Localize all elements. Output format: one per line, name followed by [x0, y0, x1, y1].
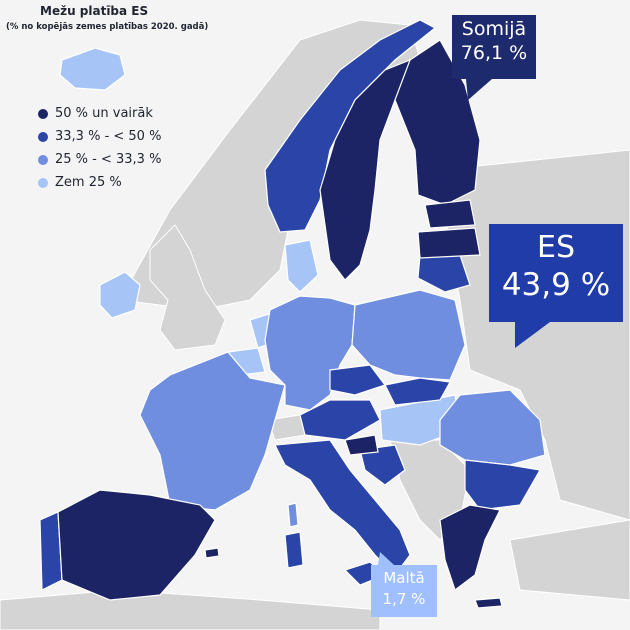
- sweden: [319, 59, 421, 281]
- eu-callout-name: ES: [537, 230, 575, 265]
- finland-callout-value: 76,1 %: [460, 42, 528, 64]
- balearics: [204, 547, 220, 559]
- denmark: [284, 239, 319, 293]
- legend-item: 25 % - < 33,3 %: [38, 148, 161, 171]
- slovenia: [344, 434, 379, 456]
- legend-dot: [38, 131, 48, 142]
- poland: [351, 289, 466, 381]
- legend-label: Zem 25 %: [55, 175, 122, 190]
- malta-callout: Maltā 1,7 %: [371, 565, 437, 617]
- legend-item: 50 % un vairāk: [38, 102, 161, 125]
- finland-callout-pointer: [466, 79, 492, 100]
- france: [139, 351, 286, 511]
- corsica: [287, 502, 299, 528]
- greece: [439, 504, 501, 591]
- malta-callout-value: 1,7 %: [382, 590, 426, 608]
- legend-dot: [38, 154, 48, 165]
- north-africa: [0, 589, 381, 630]
- sardinia: [284, 531, 304, 569]
- latvia: [417, 227, 481, 259]
- map-subtitle: (% no kopējās zemes platības 2020. gadā): [6, 22, 209, 32]
- eu-callout: ES 43,9 %: [489, 224, 623, 322]
- legend-item: 33,3 % - < 50 %: [38, 125, 161, 148]
- legend-label: 25 % - < 33,3 %: [55, 152, 162, 167]
- eu-callout-value: 43,9 %: [501, 267, 611, 303]
- finland-callout: Somijā 76,1 %: [452, 15, 536, 79]
- slovakia: [384, 377, 451, 406]
- austria: [299, 399, 381, 441]
- legend-dot: [38, 177, 48, 188]
- finland: [394, 39, 481, 206]
- spain: [57, 489, 216, 601]
- great-britain: [149, 224, 226, 351]
- legend: 50 % un vairāk 33,3 % - < 50 % 25 % - < …: [38, 102, 161, 194]
- legend-label: 50 % un vairāk: [55, 106, 153, 121]
- lithuania: [417, 254, 471, 293]
- czechia: [329, 364, 386, 396]
- malta-callout-name: Maltā: [383, 569, 425, 587]
- legend-dot: [38, 108, 48, 119]
- eu-callout-pointer: [515, 322, 550, 348]
- bulgaria: [464, 459, 541, 511]
- finland-callout-name: Somijā: [461, 18, 527, 40]
- estonia: [424, 199, 476, 229]
- turkey: [509, 519, 630, 601]
- cyprus-crete: [474, 597, 503, 609]
- legend-item: Zem 25 %: [38, 171, 161, 194]
- iceland-region: [59, 47, 126, 91]
- ireland: [99, 271, 141, 319]
- malta-callout-pointer: [378, 552, 394, 565]
- map-title: Mežu platība ES: [40, 4, 149, 18]
- legend-label: 33,3 % - < 50 %: [55, 129, 162, 144]
- croatia: [359, 444, 406, 486]
